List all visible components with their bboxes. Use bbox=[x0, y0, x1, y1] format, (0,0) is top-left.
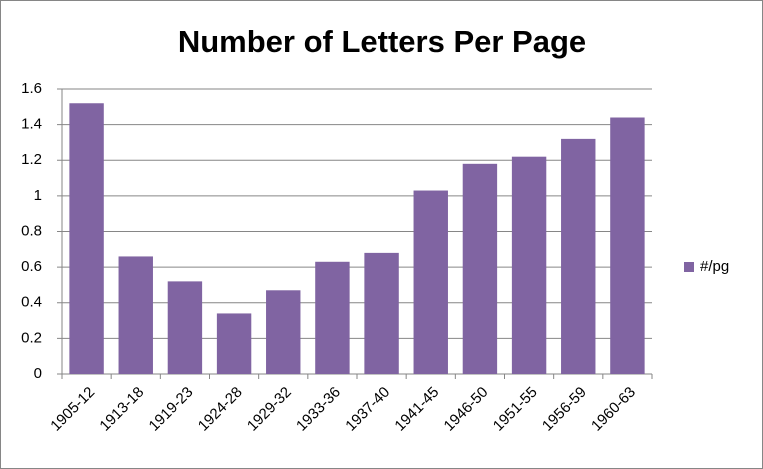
y-tick-label: 1.6 bbox=[21, 80, 42, 97]
y-tick-label: 0.2 bbox=[21, 329, 42, 346]
y-tick-label: 1 bbox=[34, 187, 42, 204]
y-tick-label: 1.2 bbox=[21, 151, 42, 168]
bar bbox=[266, 290, 301, 374]
y-tick-label: 0.4 bbox=[21, 294, 42, 311]
bar bbox=[315, 261, 350, 374]
bar bbox=[118, 256, 153, 374]
chart-title: Number of Letters Per Page bbox=[178, 24, 586, 59]
bar bbox=[462, 163, 498, 374]
bar bbox=[561, 138, 596, 374]
bar bbox=[69, 103, 104, 374]
legend-marker bbox=[684, 262, 694, 272]
bar bbox=[216, 313, 252, 374]
y-tick-label: 0.8 bbox=[21, 222, 42, 239]
bar bbox=[364, 252, 399, 374]
bar bbox=[511, 156, 547, 374]
bar bbox=[167, 281, 203, 374]
y-tick-label: 0.6 bbox=[21, 258, 42, 275]
bar bbox=[413, 190, 448, 374]
bar bbox=[610, 117, 645, 374]
y-tick-label: 0 bbox=[34, 365, 42, 382]
y-tick-label: 1.4 bbox=[21, 116, 42, 133]
legend-label: #/pg bbox=[700, 258, 729, 275]
